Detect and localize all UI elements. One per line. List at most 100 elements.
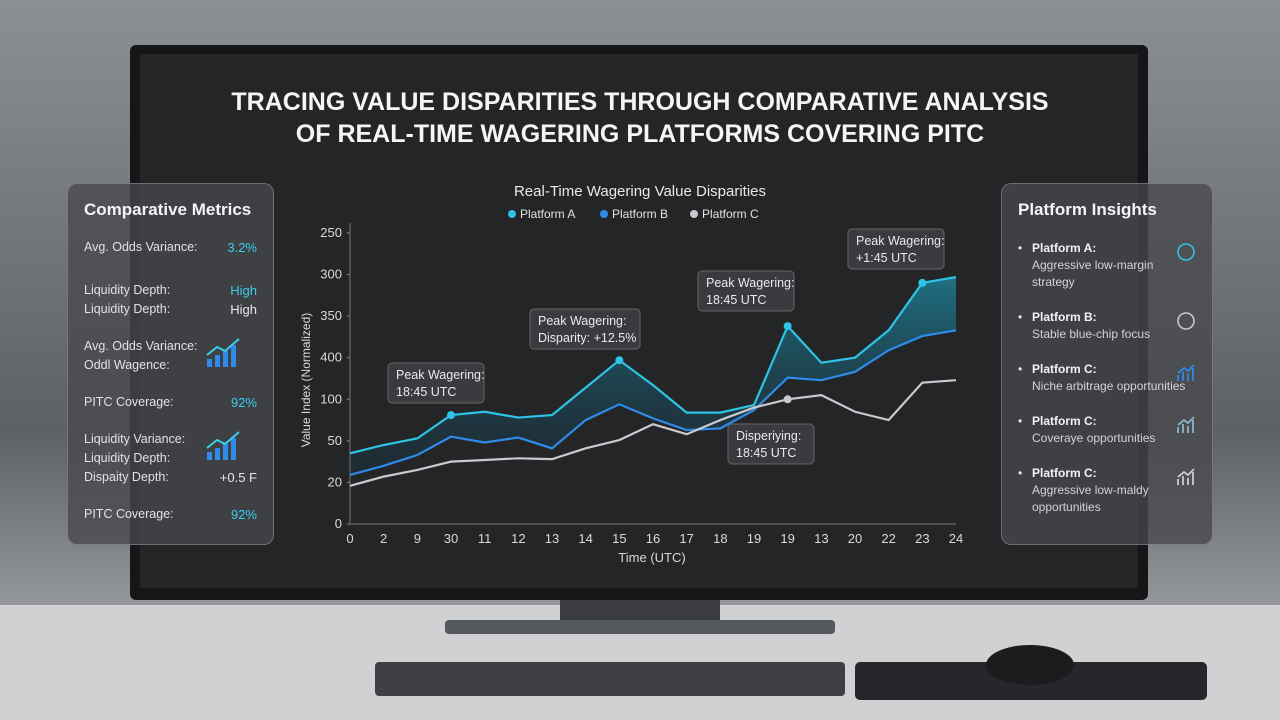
annotation-dot — [918, 278, 927, 287]
y-tick-label: 50 — [328, 433, 342, 448]
icon-bar — [215, 448, 220, 460]
icon-arrow — [206, 431, 240, 449]
metric-label: Liquidity Depth: — [84, 283, 171, 297]
x-tick-label: 19 — [747, 531, 761, 546]
insight-name: Platform C: — [1032, 362, 1097, 376]
legend-label: Platform B — [612, 207, 668, 221]
metric-label: PITC Coverage: — [84, 395, 174, 409]
legend-swatch — [600, 210, 608, 218]
trend-icon — [206, 338, 240, 367]
insight-desc: strategy — [1032, 275, 1075, 289]
insight-desc: Niche arbitrage opportunities — [1032, 379, 1186, 393]
x-tick-label: 20 — [848, 531, 862, 546]
annotation-box — [727, 423, 815, 465]
series-line — [349, 329, 957, 477]
metric-value: 92% — [230, 395, 257, 410]
insight-icon — [1177, 243, 1195, 261]
legend-label: Platform A — [520, 207, 575, 221]
y-tick-label: 250 — [320, 225, 342, 240]
x-axis-label: Time (UTC) — [618, 550, 685, 565]
x-tick-label: 30 — [444, 531, 458, 546]
y-tick-label: 300 — [320, 267, 342, 282]
icon-bar — [215, 355, 220, 367]
metric-row: Liquidity Variance: Liquidity Depth: Dispa… — [84, 430, 257, 487]
annotation-text: 18:45 UTC — [396, 385, 456, 399]
annotation-text: Disperiying: — [736, 429, 801, 443]
metric-value: High — [230, 302, 257, 317]
chart-title: Real-Time Wagering Value Disparities — [514, 183, 766, 200]
x-tick-label: 18 — [713, 531, 727, 546]
annotation-text: Disparity: +12.5% — [538, 331, 636, 345]
mouse — [986, 645, 1074, 685]
area-fill — [350, 277, 956, 475]
icon-chart — [1177, 364, 1195, 381]
insight-item: • Platform A: Aggressive low-margin strateg… — [1018, 240, 1196, 291]
metric-label: Liquidity Depth: — [84, 302, 171, 316]
metric-row: Avg. Odds Variance: Oddl Wagence: — [84, 337, 257, 375]
insights-list: • Platform A: Aggressive low-margin strateg… — [1018, 240, 1196, 516]
metric-label: Oddl Wagence: — [84, 358, 170, 372]
annotation-box — [697, 270, 795, 312]
annotation-box — [529, 308, 641, 350]
annotation-text: Peak Wagering: — [538, 314, 626, 328]
bullet: • — [1018, 362, 1023, 376]
x-tick-label: 13 — [814, 531, 828, 546]
insight-item: • Platform C: Niche arbitrage opportunitie… — [1018, 361, 1196, 395]
legend-swatch — [690, 210, 698, 218]
icon-circle — [1177, 312, 1195, 330]
insight-desc: Stable blue-chip focus — [1032, 327, 1151, 341]
metric-label: Liquidity Variance: — [84, 432, 186, 446]
annotation-dot — [783, 395, 792, 404]
legend-swatch — [508, 210, 516, 218]
insight-name: Platform C: — [1032, 414, 1097, 428]
title-line: TRACING VALUE DISPARITIES THROUGH COMPAR… — [231, 88, 1048, 116]
insight-item: • Platform B: Stable blue-chip focus — [1018, 309, 1196, 343]
legend-label: Platform C — [702, 207, 759, 221]
annotation-text: 18:45 UTC — [736, 446, 796, 460]
metric-value: High — [230, 283, 257, 298]
trend-icon — [206, 431, 240, 460]
insight-desc: Coveraye opportunities — [1032, 431, 1156, 445]
y-tick-label: 350 — [320, 308, 342, 323]
annotation-text: Peak Wagering: — [706, 276, 794, 290]
insight-item: • Platform C: Coveraye opportunities — [1018, 413, 1196, 447]
x-tick-label: 0 — [346, 531, 353, 546]
metric-value: 92% — [230, 507, 257, 522]
metric-label: Avg. Odds Variance: — [84, 240, 198, 254]
metric-row: Avg. Odds Variance: 3.2% — [84, 238, 257, 257]
insight-icon — [1177, 364, 1195, 381]
metric-row: PITC Coverage: 92% — [84, 393, 257, 412]
icon-circle — [1177, 243, 1195, 261]
metrics-panel: Comparative Metrics Avg. Odds Variance: 3… — [67, 183, 274, 545]
annotation-text: Peak Wagering: — [396, 368, 484, 382]
x-tick-label: 24 — [949, 531, 963, 546]
insight-icon — [1177, 312, 1195, 330]
metrics-list: Avg. Odds Variance: 3.2% Liquidity Depth: H… — [84, 238, 257, 524]
x-tick-label: 23 — [915, 531, 929, 546]
x-tick-label: 11 — [478, 531, 492, 546]
series-line — [349, 379, 957, 487]
annotation-dot — [447, 411, 455, 420]
annotation-dot — [783, 322, 792, 331]
annotation-text: +1:45 UTC — [856, 251, 917, 265]
x-tick-label: 17 — [679, 531, 693, 546]
panel-title: Platform Insights — [1018, 200, 1157, 219]
monitor-base — [445, 620, 835, 634]
y-tick-label: 0 — [335, 516, 342, 531]
annotation-dot — [615, 356, 624, 365]
icon-chart — [1177, 416, 1195, 433]
annotation-text: Peak Wagering: — [856, 234, 944, 248]
icon-chart — [1177, 468, 1195, 485]
icon-bar — [231, 438, 236, 460]
insight-name: Platform B: — [1032, 310, 1097, 324]
x-tick-label: 13 — [545, 531, 559, 546]
metric-label: Avg. Odds Variance: — [84, 339, 198, 353]
bullet: • — [1018, 310, 1023, 324]
y-tick-label: 100 — [320, 391, 342, 406]
icon-bar — [223, 351, 228, 367]
insight-icon — [1177, 416, 1195, 433]
y-axis-label: Value Index (Normalized) — [299, 313, 313, 448]
icon-bar — [207, 452, 212, 460]
